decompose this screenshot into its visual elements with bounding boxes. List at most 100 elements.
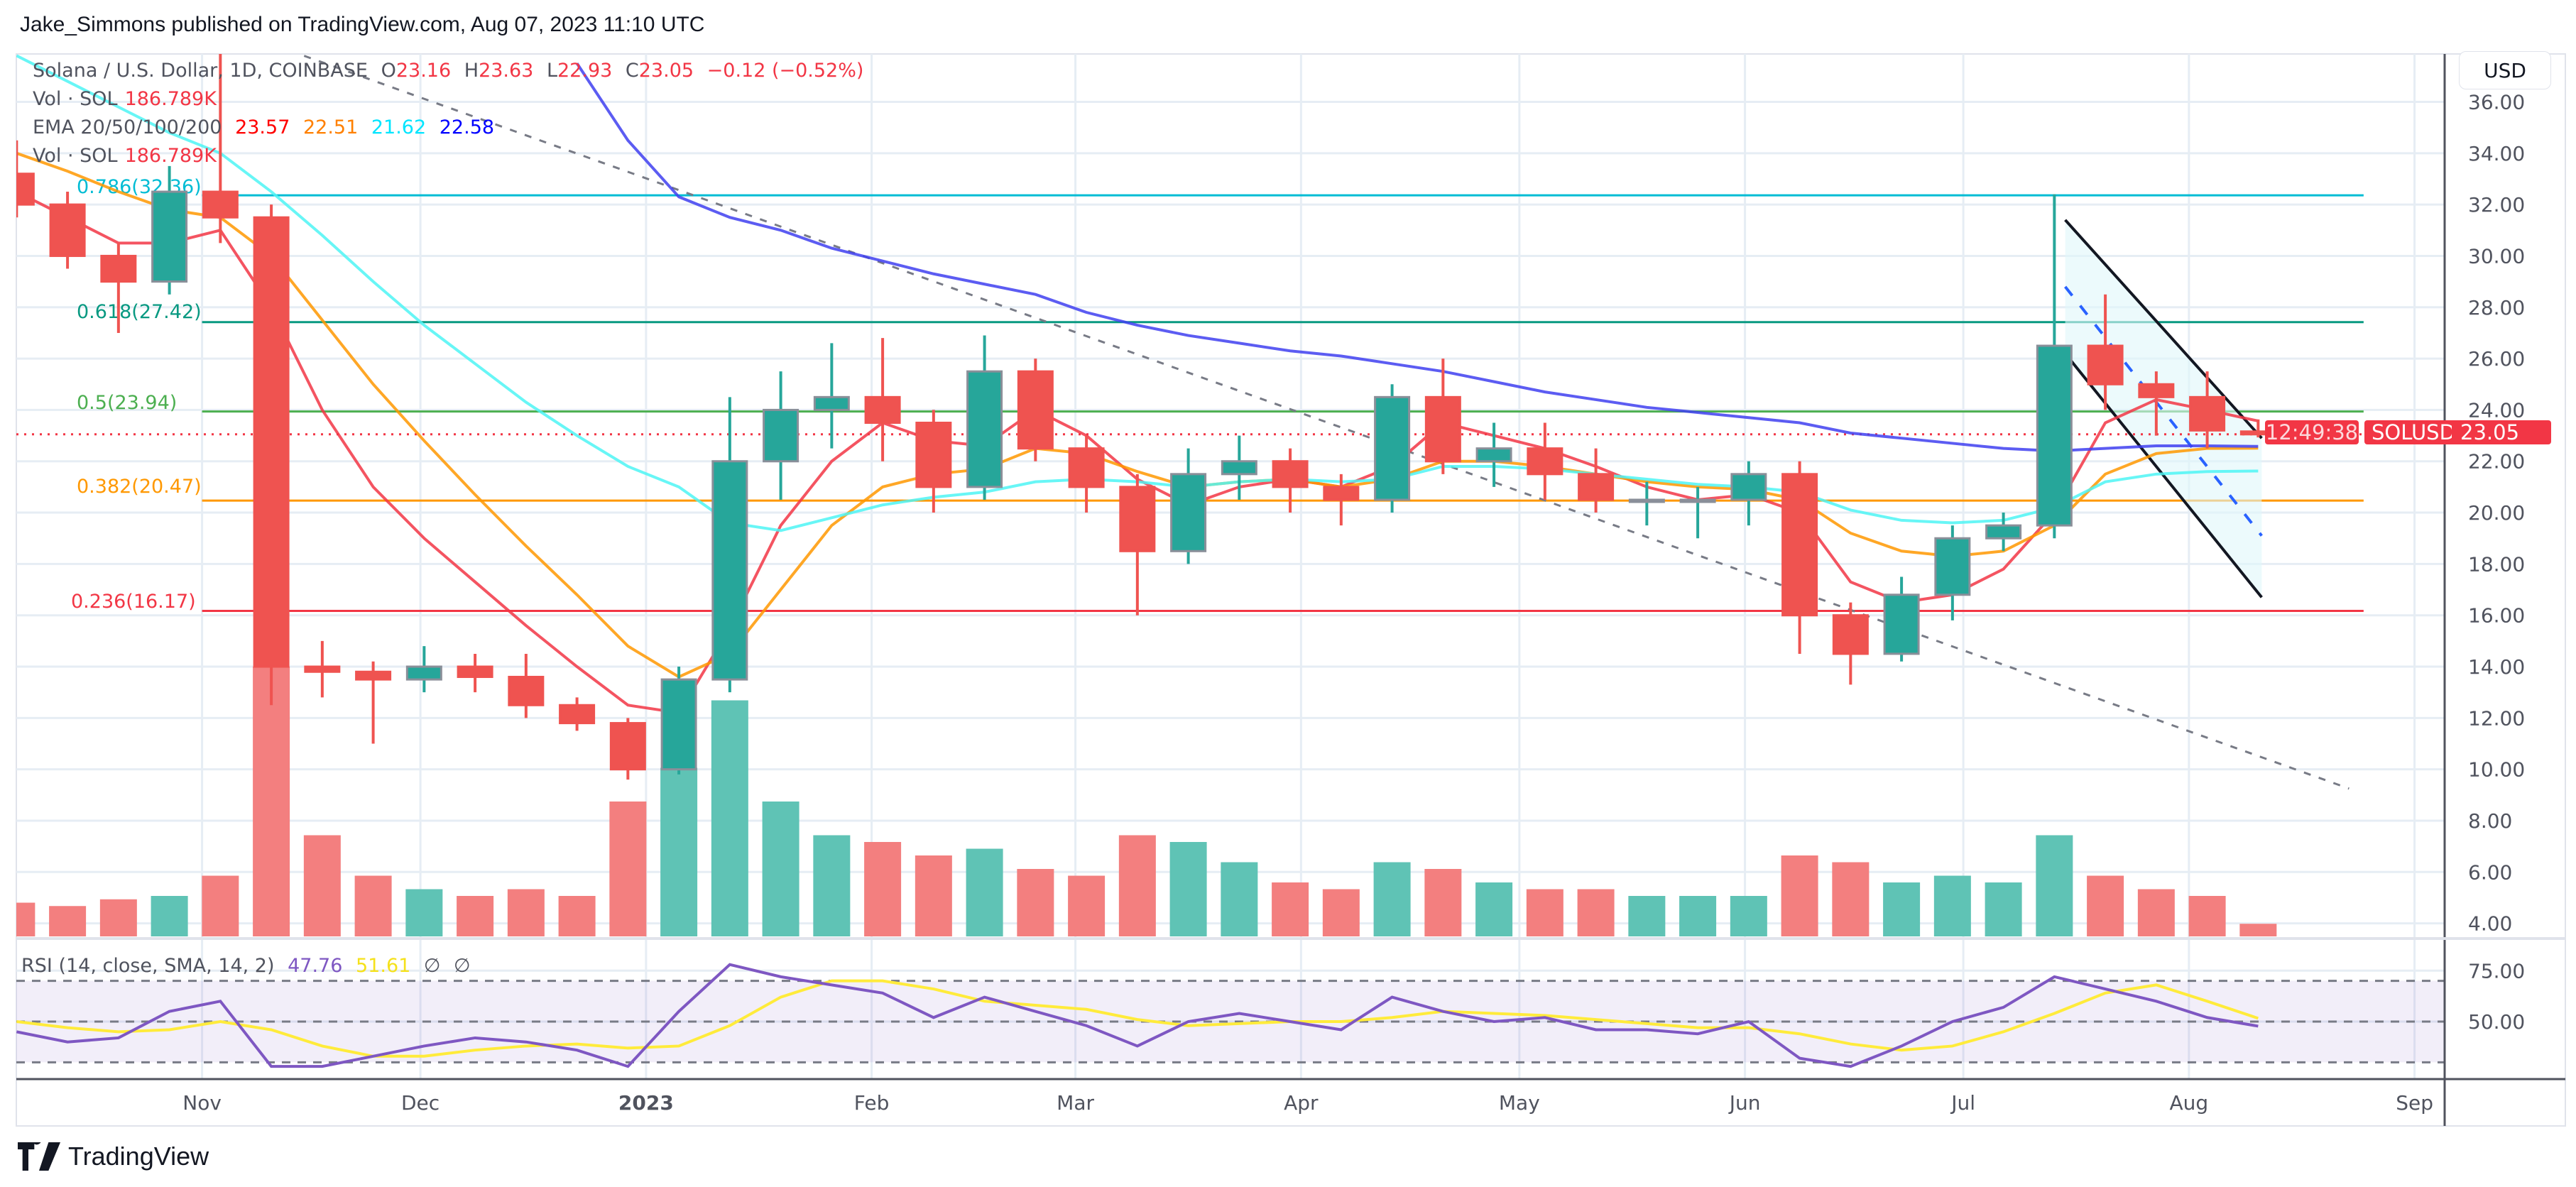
brand-name: TradingView bbox=[68, 1142, 209, 1171]
ema-20-line bbox=[16, 190, 2259, 715]
axes: 36.00 34.00 32.00 30.00 28.00 26.00 24.00 22.00… bbox=[182, 91, 2525, 1115]
candle-body bbox=[355, 670, 392, 681]
time-tick-label: Apr bbox=[1284, 1091, 1319, 1115]
volume-bar bbox=[1068, 875, 1106, 936]
candle-body bbox=[1832, 614, 1869, 655]
candle-body bbox=[559, 704, 596, 725]
volume-bar bbox=[151, 896, 188, 936]
volume-bar bbox=[202, 875, 239, 936]
volume-bar bbox=[762, 802, 799, 936]
volume-bar bbox=[1679, 896, 1717, 936]
tradingview-logo[interactable]: TradingView bbox=[17, 1142, 209, 1171]
rsi-value: 47.76 bbox=[288, 955, 343, 977]
candle-body bbox=[1781, 473, 1818, 617]
price-tick-label: 22.00 bbox=[2468, 450, 2525, 474]
candle-body bbox=[711, 460, 748, 681]
candle-body bbox=[1578, 473, 1615, 501]
price-tick-label: 26.00 bbox=[2468, 347, 2525, 371]
volume-bar bbox=[303, 835, 341, 936]
volume-bar bbox=[2036, 835, 2073, 936]
candle-body bbox=[1679, 498, 1716, 503]
ema50-value: 22.51 bbox=[302, 116, 359, 138]
candle-body bbox=[253, 216, 290, 668]
time-tick-label: Mar bbox=[1057, 1091, 1094, 1115]
fib-retracement[interactable]: 0.786(32.36)0.618(27.42)0.5(23.94)0.382(… bbox=[71, 176, 2364, 613]
volume-bar bbox=[915, 855, 952, 936]
volume-value: 186.789K bbox=[124, 145, 217, 167]
volume-bar bbox=[660, 767, 698, 936]
volume-bar bbox=[1169, 842, 1207, 936]
descending-trendline[interactable] bbox=[290, 50, 2349, 790]
price-tick-label: 6.00 bbox=[2468, 860, 2512, 884]
symbol-name[interactable]: Solana / U.S. Dollar, 1D, COINBASE bbox=[33, 60, 368, 82]
price-tick-label: 24.00 bbox=[2468, 398, 2525, 422]
candle-body bbox=[2189, 395, 2226, 432]
candle-body bbox=[1119, 486, 1156, 552]
fib-level-label: 0.382(20.47) bbox=[77, 476, 202, 498]
volume-bar bbox=[1118, 835, 1156, 936]
volume-bar bbox=[49, 906, 87, 936]
candle-body bbox=[304, 665, 341, 673]
volume-bar bbox=[457, 896, 494, 936]
candle-body bbox=[660, 678, 697, 771]
candles bbox=[16, 54, 2276, 780]
volume-bar bbox=[253, 667, 290, 936]
channel-upper-line[interactable] bbox=[2064, 219, 2263, 439]
fib-level-label: 0.5(23.94) bbox=[77, 392, 177, 414]
symbol-price-tag: SOLUSD bbox=[2364, 420, 2462, 444]
fib-level-label: 0.236(16.17) bbox=[71, 591, 196, 613]
price-tick-label: 36.00 bbox=[2468, 91, 2525, 114]
volume-bar bbox=[558, 896, 596, 936]
price-tick-label: 12.00 bbox=[2468, 706, 2525, 730]
candle-body bbox=[1170, 473, 1207, 552]
volume-bar bbox=[1373, 862, 1411, 936]
channel-lower-line[interactable] bbox=[2064, 352, 2263, 598]
candle-body bbox=[1883, 594, 1920, 655]
volume-bar bbox=[1475, 882, 1513, 936]
volume-bar bbox=[1526, 889, 1563, 936]
price-tick-label: 30.00 bbox=[2468, 244, 2525, 268]
volume-bar bbox=[1730, 896, 1767, 936]
candle-body bbox=[16, 173, 35, 206]
channel-mid-line[interactable] bbox=[2064, 285, 2263, 537]
candle-body bbox=[508, 675, 545, 706]
rsi-lower-na: ∅ bbox=[454, 955, 471, 977]
volume-bar bbox=[2188, 896, 2226, 936]
volume-bar bbox=[354, 875, 392, 936]
candle-body bbox=[2087, 344, 2124, 385]
volume-bar bbox=[1272, 882, 1309, 936]
rsi-label[interactable]: RSI (14, close, SMA, 14, 2) bbox=[21, 955, 275, 977]
bar-countdown: 12:49:38 bbox=[2265, 420, 2359, 444]
ema-200-line bbox=[575, 62, 2259, 453]
ema-label[interactable]: EMA 20/50/100/200 bbox=[33, 116, 222, 138]
candle-body bbox=[1628, 498, 1665, 503]
rsi-ma-value: 51.61 bbox=[356, 955, 411, 977]
time-tick-label: May bbox=[1499, 1091, 1540, 1115]
open-value: 23.16 bbox=[395, 60, 452, 82]
volume-bar bbox=[507, 889, 545, 936]
time-tick-label: 2023 bbox=[618, 1091, 674, 1115]
volume-bar bbox=[2087, 875, 2124, 936]
price-tick-label: 16.00 bbox=[2468, 604, 2525, 628]
volume-label[interactable]: Vol · SOL bbox=[33, 145, 118, 167]
publish-title: Jake_Simmons published on TradingView.co… bbox=[20, 13, 705, 36]
candle-body bbox=[100, 254, 137, 283]
volume-bar bbox=[99, 899, 137, 936]
volume-bar bbox=[1628, 896, 1666, 936]
candle-body bbox=[1527, 447, 1563, 476]
currency-button[interactable]: USD bbox=[2459, 51, 2551, 89]
candle-body bbox=[457, 665, 493, 678]
volume-bar bbox=[1985, 882, 2022, 936]
candle-body bbox=[1221, 460, 1257, 476]
rsi-line bbox=[16, 963, 2259, 1068]
change-value: −0.12 (−0.52%) bbox=[706, 60, 864, 82]
volume-bar bbox=[16, 902, 36, 936]
candle-body bbox=[1374, 395, 1411, 501]
low-value: 22.93 bbox=[557, 60, 613, 82]
volume-label[interactable]: Vol · SOL bbox=[33, 88, 118, 110]
volume-bar bbox=[2137, 889, 2175, 936]
candle-body bbox=[864, 395, 901, 425]
candle-body bbox=[2036, 344, 2073, 527]
